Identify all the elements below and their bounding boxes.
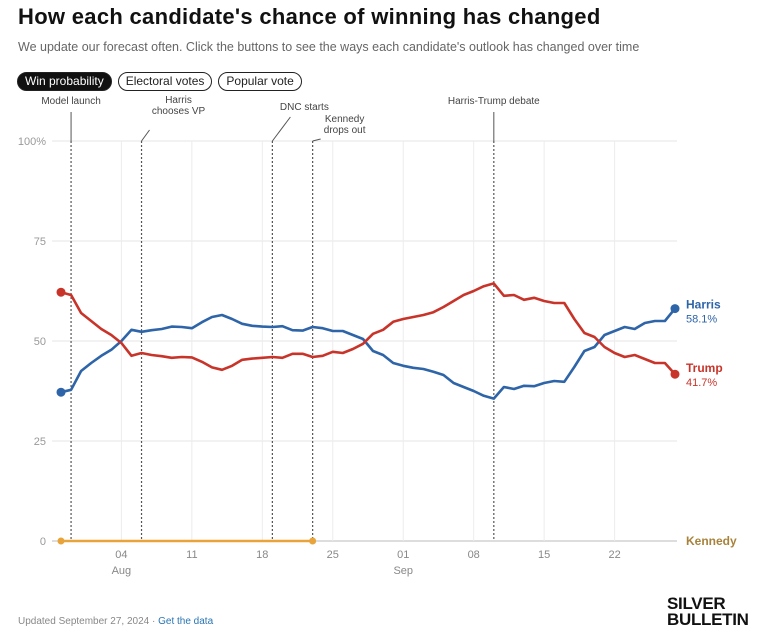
x-tick-label: 01	[397, 549, 409, 561]
x-tick-label: 15	[538, 549, 550, 561]
x-tick-label: 22	[608, 549, 620, 561]
harris-end-point	[670, 304, 680, 314]
kennedy-end-point	[309, 537, 317, 545]
annotation-connector	[141, 129, 150, 142]
annotation-label: drops out	[324, 125, 366, 136]
tab-popular-vote[interactable]: Popular vote	[218, 72, 302, 91]
tab-electoral-votes[interactable]: Electoral votes	[117, 72, 213, 91]
annotation-connector	[312, 138, 321, 142]
x-tick-label: 08	[468, 549, 480, 561]
silver-bulletin-logo: SILVER BULLETIN	[667, 594, 749, 629]
annotation-label: chooses VP	[152, 106, 206, 117]
metric-tabs: Win probability Electoral votes Popular …	[17, 72, 302, 91]
y-tick-label: 75	[34, 236, 46, 248]
get-data-link[interactable]: Get the data	[158, 616, 214, 627]
trump-start-point	[56, 287, 66, 297]
annotation-label: Kennedy	[325, 114, 364, 125]
y-tick-label: 25	[34, 436, 46, 448]
trump-series-line	[59, 282, 677, 376]
win-probability-chart: 0 25 50 75 100% 04 Aug 11 18 25 01 Sep 08 15 22 Model l…	[18, 95, 737, 577]
x-tick-label: 18	[256, 549, 268, 561]
harris-series-line	[59, 307, 677, 400]
kennedy-start-point	[57, 537, 65, 545]
updated-text: Updated September 27, 2024	[18, 616, 150, 627]
x-tick-label: 04	[115, 549, 127, 561]
footer-separator: ·	[149, 616, 159, 627]
tab-win-probability[interactable]: Win probability	[17, 72, 112, 91]
harris-start-point	[56, 387, 66, 397]
y-tick-label: 0	[40, 536, 46, 548]
x-tick-label: 11	[186, 549, 197, 561]
logo-line-1: SILVER	[667, 594, 726, 613]
y-tick-label: 50	[34, 336, 46, 348]
annotation-label: Harris-Trump debate	[448, 96, 540, 107]
annotation-label: DNC starts	[280, 102, 329, 113]
annotation-label: Harris	[165, 95, 192, 106]
kennedy-legend-label: Kennedy	[686, 534, 737, 548]
annotation-label: Model launch	[41, 96, 100, 107]
chart-subtitle: We update our forecast often. Click the …	[18, 40, 640, 54]
trump-end-value: 41.7%	[686, 377, 717, 389]
chart-title: How each candidate's chance of winning h…	[18, 4, 601, 29]
footer: Updated September 27, 2024 · Get the dat…	[18, 616, 213, 627]
x-tick-label: 25	[327, 549, 339, 561]
trump-legend-label: Trump	[686, 361, 723, 375]
harris-legend-label: Harris	[686, 298, 721, 312]
annotation-connector	[271, 116, 291, 142]
y-tick-label: 100%	[18, 136, 46, 148]
logo-line-2: BULLETIN	[667, 610, 749, 629]
trump-end-point	[670, 369, 680, 379]
x-month-label: Sep	[393, 565, 413, 577]
x-month-label: Aug	[112, 565, 132, 577]
harris-end-value: 58.1%	[686, 314, 717, 326]
